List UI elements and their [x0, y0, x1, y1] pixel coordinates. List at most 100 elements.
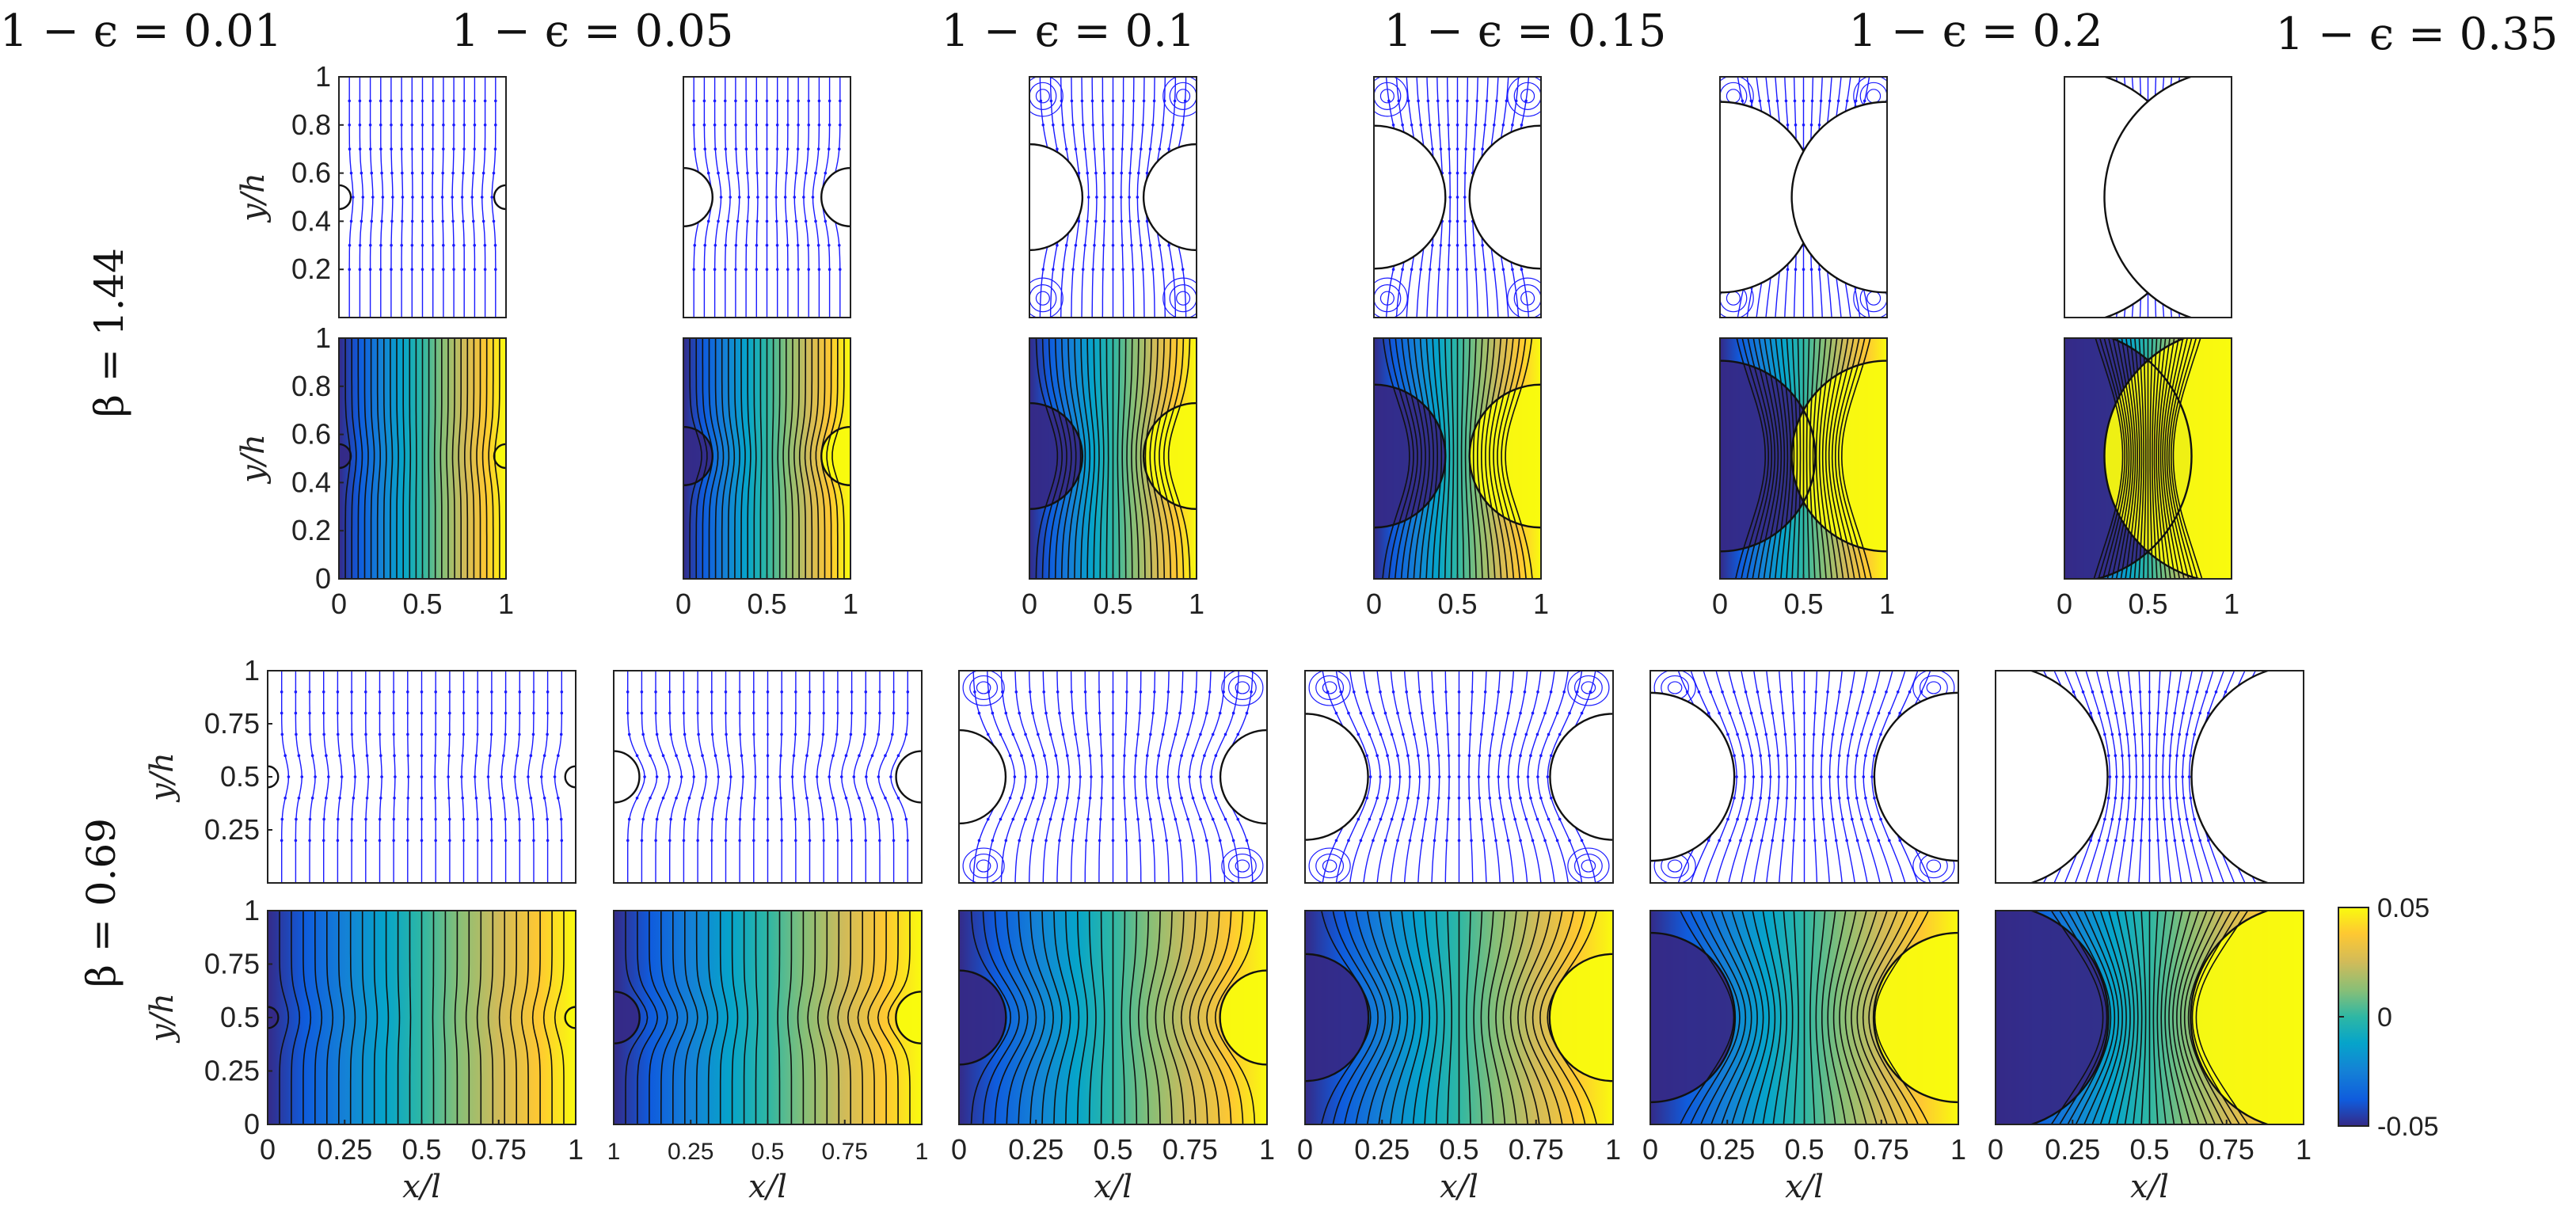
row-label-beta-1-44: β = 1.44: [86, 248, 132, 417]
streamline-arrow: [744, 268, 748, 272]
streamline-arrow: [1870, 817, 1873, 821]
streamline-arrow: [753, 797, 756, 800]
obstacle-left: [2093, 338, 2193, 579]
streamline-arrow: [1122, 775, 1126, 778]
contour-line: [2149, 338, 2153, 579]
contour-line: [454, 911, 459, 1124]
streamline-arrow: [2182, 754, 2186, 757]
streamline-arrow: [738, 732, 742, 736]
streamline-arrow: [2141, 797, 2144, 800]
streamline-arrow: [546, 711, 550, 715]
contour-line: [383, 338, 387, 579]
contour-line: [797, 911, 805, 1124]
streamline-arrow: [1074, 732, 1077, 736]
streamline-arrow: [368, 244, 372, 247]
streamline-arrow: [1433, 711, 1436, 715]
streamline-arrow: [999, 732, 1003, 736]
streamline-arrow: [1379, 775, 1382, 778]
streamline-arrow: [2193, 732, 2196, 736]
streamline-arrow: [2185, 732, 2189, 736]
streamline-arrow: [2103, 732, 2106, 736]
streamline-arrow: [462, 124, 466, 127]
streamline-arrow: [392, 839, 395, 843]
streamline-arrow: [1492, 268, 1496, 272]
contour-line: [373, 911, 379, 1124]
streamline-arrow: [892, 839, 896, 843]
contour-line: [793, 338, 800, 579]
contour-line: [1121, 911, 1126, 1124]
streamline-arrow: [740, 797, 744, 800]
streamline-arrow: [297, 754, 301, 757]
streamline-arrow: [828, 124, 831, 127]
streamline-arrow: [2106, 754, 2110, 757]
column-title: 1 − ϵ = 0.15: [1384, 6, 1667, 57]
streamline-arrow: [802, 196, 805, 199]
streamline-arrow: [1531, 711, 1535, 715]
streamline-arrow: [1417, 99, 1420, 103]
streamline-arrow: [797, 124, 800, 127]
streamline-arrow: [1826, 690, 1829, 694]
streamline-arrow: [1828, 797, 1832, 800]
panel-content: [1650, 671, 1958, 883]
streamline-arrow: [710, 711, 713, 715]
streamline-arrow: [725, 817, 728, 821]
streamline-arrow: [723, 99, 727, 103]
streamline-arrow: [627, 817, 631, 821]
streamline-arrow: [1549, 754, 1553, 757]
streamline-arrow: [297, 797, 301, 800]
streamline-arrow: [2195, 690, 2199, 694]
streamline-arrow: [1086, 817, 1090, 821]
streamline-arrow: [1589, 690, 1592, 694]
streamline-arrow: [350, 711, 353, 715]
eddy: [1035, 89, 1050, 104]
eddy: [1322, 681, 1337, 694]
y-tick-label: 0.25: [204, 1055, 260, 1087]
streamline-arrow: [1745, 817, 1748, 821]
x-tick-label: 0: [260, 1133, 276, 1166]
streamline-arrow: [824, 171, 828, 175]
streamline-arrow: [411, 196, 414, 199]
streamline-arrow: [1031, 839, 1034, 843]
streamline-arrow: [1457, 690, 1461, 694]
streamline-arrow: [831, 797, 835, 800]
streamline-arrow: [1421, 711, 1424, 715]
streamline-arrow: [1817, 268, 1821, 272]
streamline-arrow: [1152, 99, 1156, 103]
streamline-arrow: [483, 147, 487, 150]
eddy: [1581, 859, 1596, 873]
streamline-arrow: [338, 754, 341, 757]
streamline-arrow: [379, 147, 382, 150]
streamline-arrow: [1086, 196, 1090, 199]
streamline-arrow: [2097, 839, 2101, 843]
contour-line: [1163, 911, 1185, 1124]
streamline-arrow: [1794, 754, 1798, 757]
streamline-arrow: [1071, 839, 1075, 843]
streamline-arrow: [1855, 797, 1859, 800]
streamline-arrow: [1111, 817, 1115, 821]
contour-line: [1099, 338, 1105, 579]
streamline-arrow: [338, 797, 341, 800]
contour-line: [2160, 911, 2175, 1124]
obstacle-right: [493, 184, 506, 211]
streamline-arrow: [1817, 124, 1821, 127]
contour-line: [1862, 911, 1908, 1124]
streamline-arrow: [1802, 839, 1806, 843]
streamline-arrow: [1136, 219, 1140, 223]
obstacle-right: [2103, 338, 2203, 579]
streamline-arrow: [1836, 99, 1840, 103]
streamline-arrow: [1519, 839, 1522, 843]
streamline-arrow: [1111, 171, 1115, 175]
streamline-arrow: [1124, 732, 1128, 736]
x-tick-label: 0: [1712, 588, 1728, 620]
contour-panel: 0 0.25 0.5 0.75 1x/l: [951, 910, 1275, 1205]
eddy: [976, 681, 991, 694]
streamline-arrow: [351, 196, 355, 199]
obstacle-left: [959, 969, 1007, 1066]
contour-line: [1509, 911, 1540, 1124]
obstacle-right-fill: [1220, 970, 1267, 1065]
streamline-arrow: [765, 268, 769, 272]
streamline-arrow: [906, 690, 910, 694]
streamline-arrow: [849, 732, 853, 736]
streamline-arrow: [400, 147, 404, 150]
streamline-arrow: [2148, 711, 2152, 715]
